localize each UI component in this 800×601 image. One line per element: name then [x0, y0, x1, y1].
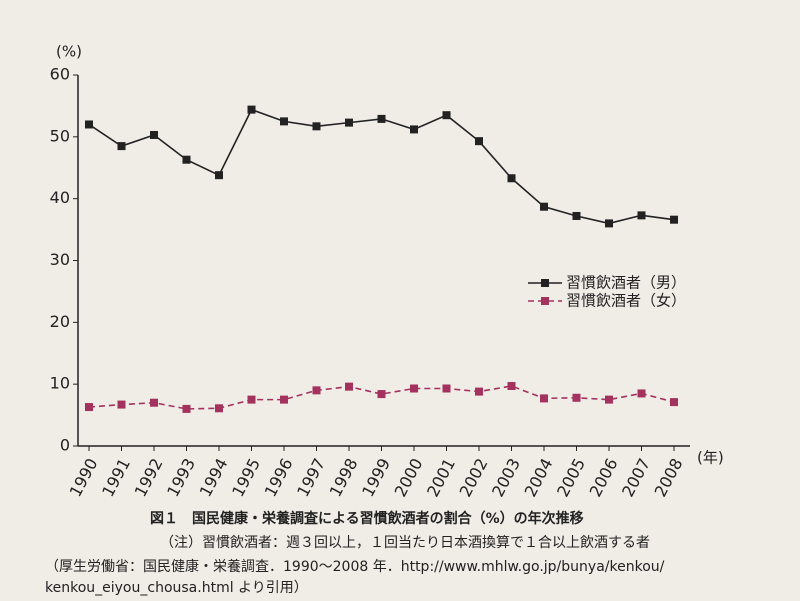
point — [572, 211, 581, 220]
y-tick-label: 50 — [50, 126, 70, 145]
source: （厚生労働省：国民健康・栄養調査．1990～2008 年．http://www.… — [45, 558, 665, 575]
point — [377, 114, 386, 123]
point — [85, 403, 93, 412]
x-tick-label: 1995 — [228, 455, 264, 500]
point — [345, 118, 353, 127]
point — [247, 105, 256, 114]
x-tick-label: 1999 — [358, 455, 394, 500]
point — [117, 400, 126, 409]
point — [475, 137, 483, 146]
point — [410, 125, 418, 134]
x-tick-label: 2008 — [651, 455, 687, 500]
x-tick-label: 1992 — [131, 455, 167, 500]
point — [312, 122, 321, 131]
x-tick-label: 2003 — [488, 455, 524, 500]
point — [85, 120, 93, 129]
x-tick-label: 1998 — [326, 455, 362, 500]
x-tick-label: 2006 — [586, 455, 622, 500]
legend-label: 習慣飲酒者（女） — [566, 292, 686, 310]
series-line — [88, 108, 675, 225]
x-tick-label: 2001 — [423, 455, 459, 500]
x-tick-label: 2005 — [553, 455, 589, 500]
point — [637, 211, 646, 220]
point — [442, 384, 451, 393]
point — [605, 219, 613, 228]
point — [312, 386, 321, 395]
point — [280, 117, 288, 126]
note: （注）習慣飲酒者：週３回以上，１回当たり日本酒換算で１合以上飲酒する者 — [160, 534, 650, 551]
point — [540, 394, 548, 403]
point — [637, 389, 646, 398]
point — [442, 111, 451, 120]
x-tick-label: 2000 — [391, 455, 427, 500]
point — [345, 382, 353, 391]
point — [670, 215, 678, 224]
x-tick-label: 1993 — [163, 455, 199, 500]
point — [280, 395, 288, 404]
point — [572, 393, 581, 402]
point — [377, 390, 386, 399]
point — [117, 142, 126, 151]
point — [182, 155, 191, 164]
point — [215, 171, 223, 180]
x-tick-label: 2007 — [618, 455, 654, 500]
y-tick-label: 40 — [50, 188, 70, 207]
point — [507, 382, 516, 391]
point — [150, 398, 158, 407]
y-tick-label: 20 — [50, 312, 70, 331]
point — [182, 404, 191, 413]
x-tick-label: 2004 — [521, 455, 557, 500]
point — [410, 384, 418, 393]
x-tick-label: 1997 — [293, 455, 329, 500]
y-tick-label: 30 — [50, 250, 70, 269]
x-axis-label: (年) — [697, 449, 724, 467]
caption: 図１ 国民健康・栄養調査による習慣飲酒者の割合（%）の年次推移 — [150, 510, 584, 527]
point — [507, 174, 516, 183]
y-tick-label: 10 — [50, 374, 70, 393]
y-axis-label: (%) — [56, 43, 82, 61]
point — [540, 202, 548, 211]
legend-marker — [541, 279, 549, 287]
point — [670, 398, 678, 407]
x-tick-label: 1991 — [98, 455, 134, 500]
y-tick-label: 60 — [50, 65, 70, 84]
x-tick-label: 1994 — [196, 455, 232, 500]
y-tick-label: 0 — [60, 436, 70, 455]
point — [215, 404, 223, 413]
point — [605, 395, 613, 404]
point — [150, 130, 158, 139]
x-tick-label: 1990 — [66, 455, 102, 500]
x-tick-label: 2002 — [456, 455, 492, 500]
point — [475, 387, 483, 396]
legend-label: 習慣飲酒者（男） — [566, 274, 686, 292]
source: kenkou_eiyou_chousa.html より引用） — [45, 580, 308, 596]
point — [247, 395, 256, 404]
x-tick-label: 1996 — [261, 455, 297, 500]
legend-marker — [541, 297, 549, 305]
